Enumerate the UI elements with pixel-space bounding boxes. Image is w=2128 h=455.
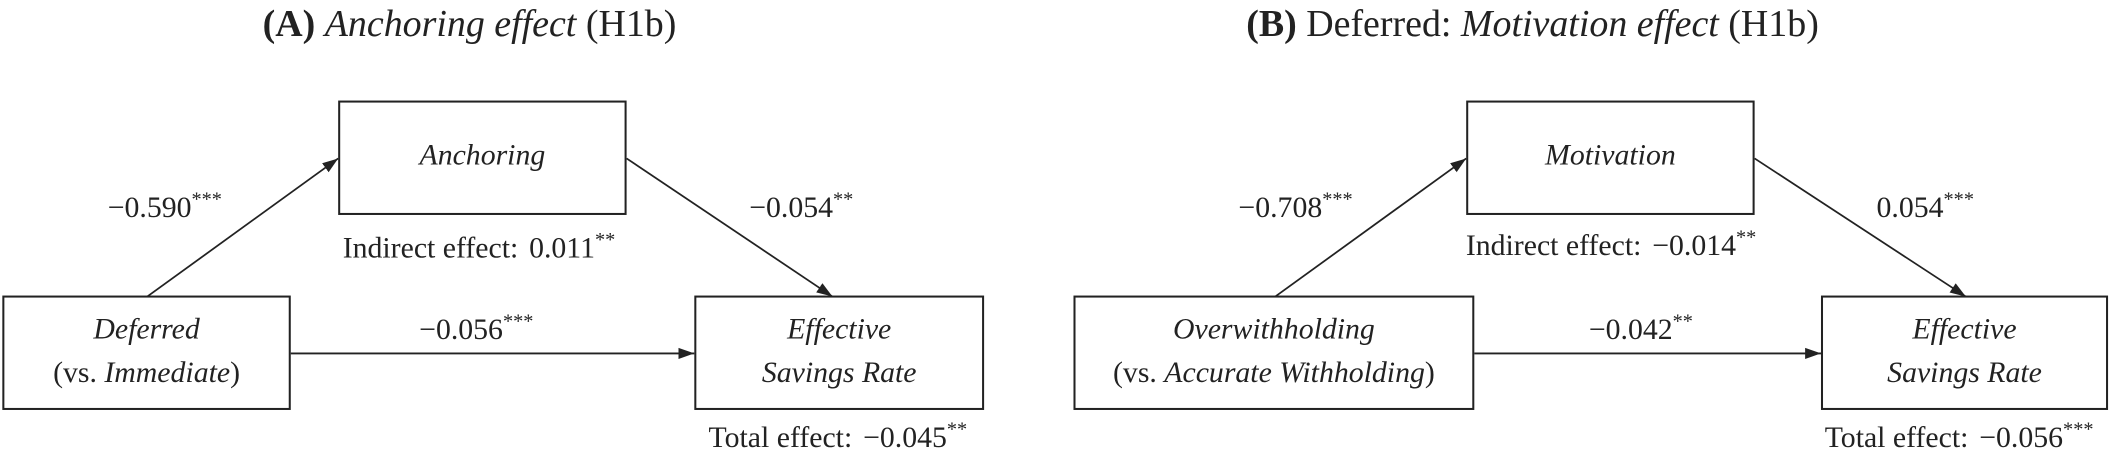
indirect-effect: Indirect effect: 0.011** [343, 229, 616, 265]
path-b-label: 0.054*** [1877, 188, 1974, 224]
title-part: Deferred: [1306, 3, 1451, 45]
outcome-box [694, 295, 985, 410]
title-part: (B) [1246, 3, 1297, 45]
predictor-part: ) [230, 356, 240, 389]
coefficient: −0.056 [419, 313, 503, 346]
coefficient: −0.042 [1589, 313, 1673, 346]
predictor-line2: (vs. Immediate) [53, 356, 240, 389]
predictor-part: Accurate Withholding [1162, 356, 1425, 389]
title-part: (H1b) [1728, 3, 1819, 45]
total-effect: Total effect: −0.045** [709, 418, 968, 454]
title-part: Anchoring effect [322, 3, 578, 45]
path-a-label: −0.708*** [1238, 188, 1352, 224]
coefficient: −0.014 [1652, 229, 1736, 262]
title-part: Motivation effect [1460, 3, 1720, 45]
significance: ** [595, 229, 615, 251]
coefficient: −0.045 [863, 421, 947, 454]
arrow [1754, 157, 1967, 298]
coefficient: 0.054 [1877, 191, 1944, 224]
outcome-line1: Effective [786, 313, 891, 346]
mediator-box [1466, 100, 1755, 215]
significance: ** [833, 188, 853, 210]
mediator-box [338, 100, 627, 215]
outcome-line2: Savings Rate [1887, 356, 2042, 389]
predictor-part: ) [1425, 356, 1435, 389]
predictor-line1: Deferred [92, 313, 200, 346]
significance: *** [1944, 188, 1974, 210]
arrow [146, 157, 339, 298]
outcome-line2: Savings Rate [762, 356, 917, 389]
coefficient: −0.056 [1979, 421, 2063, 454]
panel-title: (A) Anchoring effect (H1b) [263, 3, 677, 45]
significance: *** [2063, 418, 2093, 440]
coefficient: 0.011 [529, 231, 595, 264]
path-c-label: −0.056*** [419, 310, 533, 346]
outcome-line1: Effective [1911, 313, 2016, 346]
significance: ** [1736, 226, 1756, 248]
path-c-label: −0.042** [1589, 310, 1693, 346]
effect-label: Indirect effect: [1466, 229, 1642, 262]
predictor-box [2, 295, 291, 410]
path-b-label: −0.054** [749, 188, 853, 224]
arrow [1274, 157, 1467, 298]
predictor-box [1073, 295, 1475, 410]
title-part: (H1b) [586, 3, 677, 45]
arrow [626, 157, 833, 298]
significance: *** [192, 188, 222, 210]
predictor-part: Immediate [103, 356, 230, 389]
effect-label: Indirect effect: [343, 231, 519, 264]
significance: *** [1322, 188, 1352, 210]
title-part: (A) [263, 3, 316, 45]
predictor-part: (vs. [53, 356, 104, 389]
significance: ** [947, 418, 967, 440]
effect-label: Total effect: [1825, 421, 1969, 454]
significance: *** [503, 310, 533, 332]
coefficient: −0.054 [749, 191, 833, 224]
indirect-effect: Indirect effect: −0.014** [1466, 226, 1756, 262]
path-a-label: −0.590*** [108, 188, 222, 224]
coefficient: −0.708 [1238, 191, 1322, 224]
significance: ** [1673, 310, 1693, 332]
panel-title: (B) Deferred: Motivation effect (H1b) [1246, 3, 1819, 45]
coefficient: −0.590 [108, 191, 192, 224]
predictor-part: (vs. [1113, 356, 1164, 389]
predictor-line2: (vs. Accurate Withholding) [1113, 356, 1435, 389]
mediator-label: Motivation [1544, 139, 1676, 172]
mediator-label: Anchoring [418, 139, 546, 172]
predictor-line1: Overwithholding [1173, 313, 1375, 346]
outcome-box [1820, 295, 2109, 410]
effect-label: Total effect: [709, 421, 853, 454]
total-effect: Total effect: −0.056*** [1825, 418, 2094, 454]
